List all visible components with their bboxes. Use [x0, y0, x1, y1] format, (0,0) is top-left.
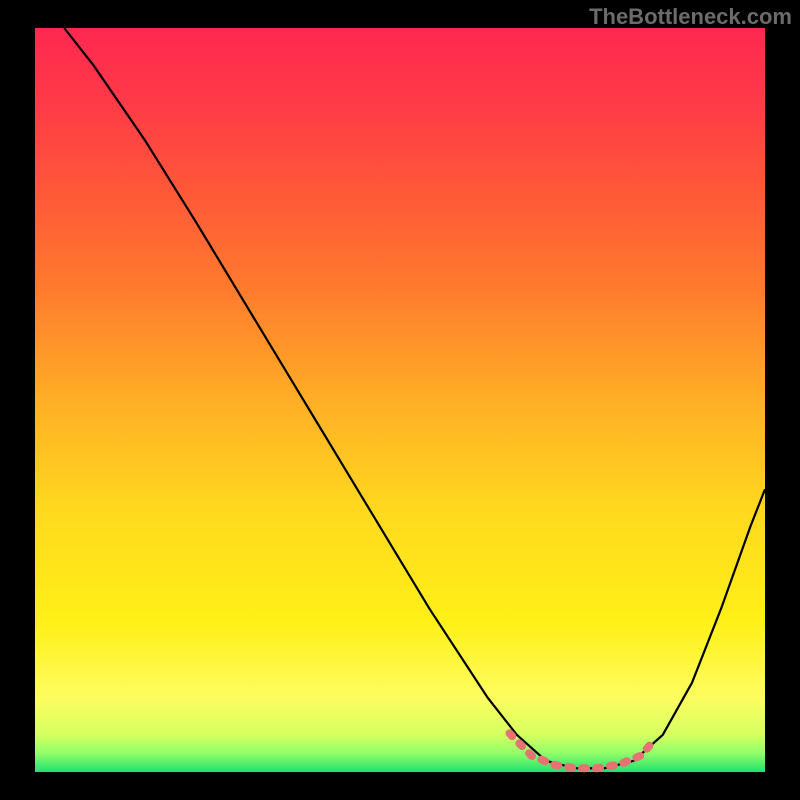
- chart-container: TheBottleneck.com: [0, 0, 800, 800]
- attribution-text: TheBottleneck.com: [589, 4, 792, 30]
- bottleneck-curve-chart: [0, 0, 800, 800]
